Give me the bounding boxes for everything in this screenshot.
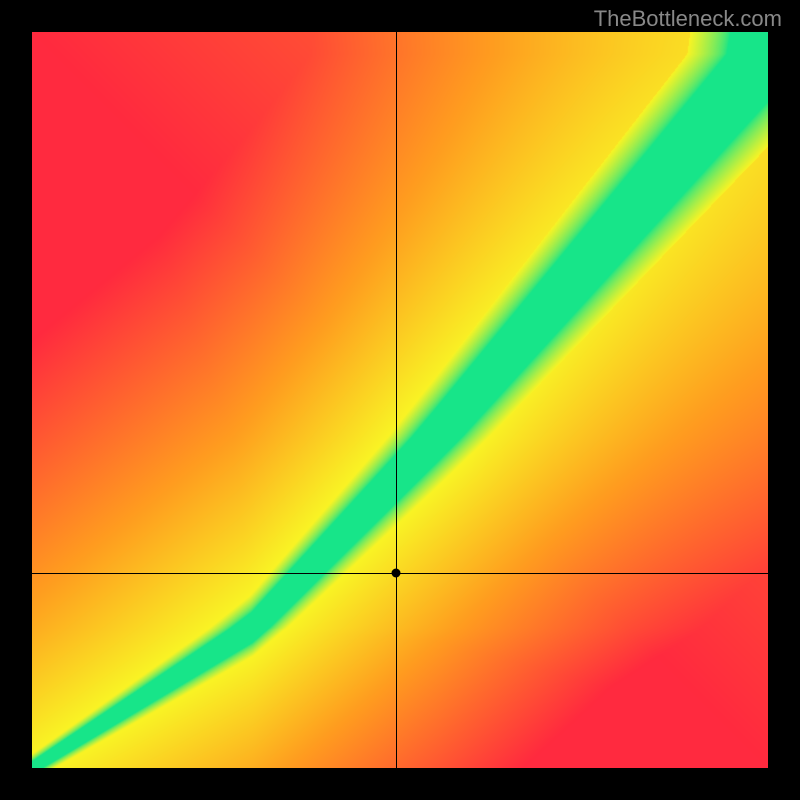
watermark: TheBottleneck.com	[594, 6, 782, 32]
marker-dot	[392, 568, 401, 577]
heatmap-canvas	[32, 32, 768, 768]
heatmap-plot	[32, 32, 768, 768]
crosshair-vertical	[396, 32, 397, 768]
